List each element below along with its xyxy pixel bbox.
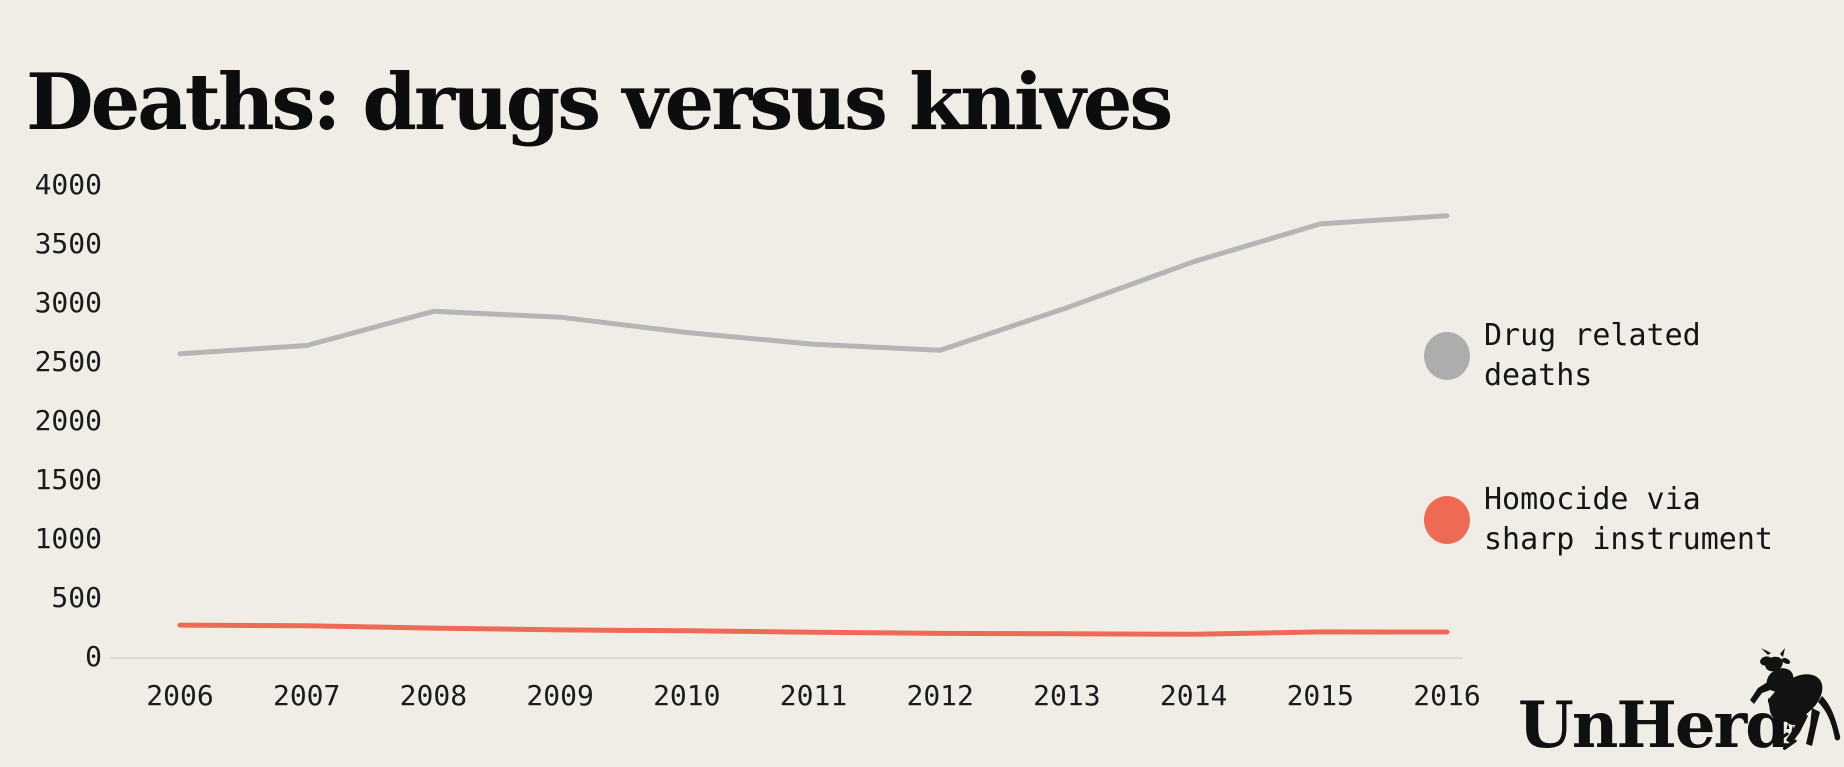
x-axis-tick-label: 2012	[906, 679, 974, 712]
x-axis-tick-label: 2008	[399, 679, 468, 712]
knife-homicide-line	[177, 622, 1450, 637]
x-axis-tick-label: 2014	[1159, 679, 1228, 712]
y-axis-tick-label: 1000	[34, 522, 102, 555]
x-axis-tick-label: 2016	[1413, 679, 1481, 712]
y-axis-tick-label: 4000	[34, 168, 102, 201]
x-axis-tick-label: 2009	[526, 679, 594, 712]
legend-label-drug-deaths: Drug related deaths	[1484, 316, 1701, 396]
x-axis-tick-label: 2015	[1286, 679, 1355, 712]
legend-label-line: deaths	[1484, 358, 1593, 393]
x-axis-tick-label: 2010	[653, 679, 721, 712]
drug-deaths-legend-dot-icon	[1424, 332, 1470, 380]
x-axis-tick-label: 2007	[272, 679, 341, 712]
legend-item-knife-homicide: Homocide via sharp instrument	[1424, 480, 1773, 560]
drug-deaths-line	[177, 213, 1450, 357]
knife-homicide-legend-dot-icon	[1424, 496, 1470, 544]
y-axis-tick-label: 3000	[34, 286, 102, 319]
y-axis-tick-label: 1500	[34, 463, 102, 496]
legend-label-line: Homocide via	[1484, 482, 1701, 517]
unherd-wordmark: UnHerd	[1518, 688, 1790, 763]
y-axis-tick-label: 0	[85, 640, 102, 673]
x-axis-tick-label: 2006	[146, 679, 214, 712]
x-axis-tick-label: 2011	[779, 679, 848, 712]
legend-label-line: Drug related	[1484, 318, 1701, 353]
x-axis-tick-label: 2013	[1033, 679, 1101, 712]
chart-title: Deaths: drugs versus knives	[26, 57, 1173, 149]
legend-item-drug-deaths: Drug related deaths	[1424, 316, 1701, 396]
y-axis-tick-label: 2500	[34, 345, 102, 378]
y-axis-tick-label: 3500	[34, 227, 102, 260]
unherd-logo: UnHerd	[1518, 648, 1841, 763]
y-axis-tick-label: 2000	[34, 404, 102, 437]
legend-label-knife-homicide: Homocide via sharp instrument	[1484, 480, 1773, 560]
unherd-cow-icon	[1750, 648, 1841, 750]
legend-label-line: sharp instrument	[1484, 522, 1773, 557]
y-axis-tick-label: 500	[51, 581, 102, 614]
